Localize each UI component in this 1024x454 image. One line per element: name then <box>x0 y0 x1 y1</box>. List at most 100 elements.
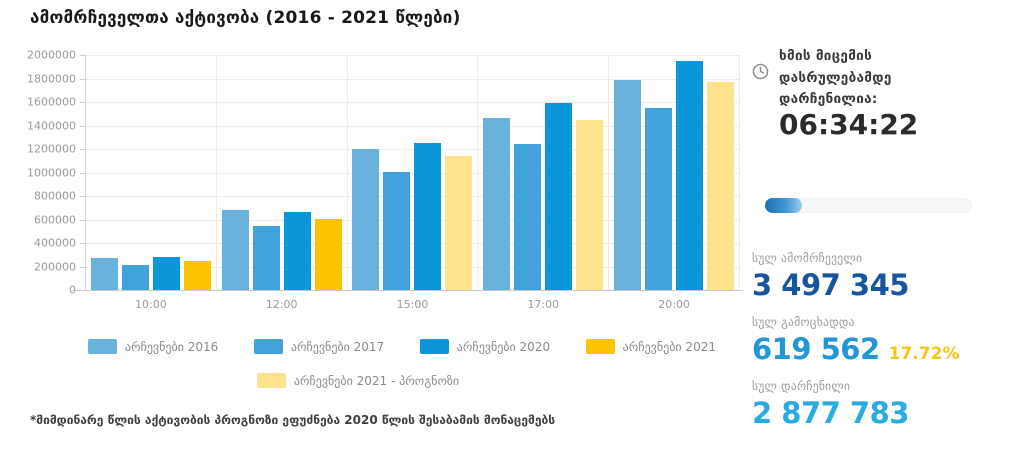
gridline <box>86 220 739 221</box>
legend-label: არჩევნები 2021 - პროგნოზი <box>293 373 460 388</box>
x-axis-label: 15:00 <box>396 298 429 311</box>
y-axis-label: 1200000 <box>27 142 76 156</box>
y-axis-tick <box>80 173 86 174</box>
chart-bar[interactable] <box>90 258 118 290</box>
chart-bar[interactable] <box>252 226 280 290</box>
bar-group: 15:00 <box>348 55 479 311</box>
gridline <box>86 173 739 174</box>
chart-bar[interactable] <box>221 210 249 290</box>
bar-group: 20:00 <box>609 55 739 311</box>
y-axis-label: 2000000 <box>27 48 76 62</box>
y-axis-tick <box>80 149 86 150</box>
y-axis-label: 1600000 <box>27 95 76 109</box>
gridline <box>70 290 743 291</box>
chart-bar[interactable] <box>445 156 473 290</box>
legend-swatch <box>256 373 286 388</box>
chart-bar[interactable] <box>121 265 149 290</box>
x-axis-label: 20:00 <box>658 298 690 311</box>
x-axis-label: 17:00 <box>527 298 560 311</box>
chart-bar[interactable] <box>614 80 642 290</box>
countdown-block: ხმის მიცემის დასრულებამდე დარჩენილია: <box>752 46 972 111</box>
chart-legend-row2: არჩევნები 2021 - პროგნოზი <box>88 373 628 388</box>
x-axis-label: 10:00 <box>135 298 167 311</box>
stat-value: 3 497 345 <box>752 268 909 302</box>
legend-label: არჩევნები 2021 <box>622 339 716 354</box>
y-axis-tick <box>80 126 86 127</box>
legend-item[interactable]: არჩევნები 2020 <box>419 339 551 354</box>
plot-area: 10:00 12:00 15:00 17:00 20:00 <box>70 55 743 311</box>
legend-item[interactable]: არჩევნები 2021 - პროგნოზი <box>256 373 460 388</box>
gridline <box>86 196 739 197</box>
y-axis-label: 600000 <box>34 213 76 227</box>
legend-swatch <box>253 339 283 354</box>
bar-group: 12:00 <box>217 55 348 311</box>
clock-icon <box>752 63 769 111</box>
chart-bar[interactable] <box>645 108 673 290</box>
chart-bar[interactable] <box>483 118 511 290</box>
stat-block: სულ გამოცხადდა 619 562 17.72% <box>752 315 992 364</box>
gridline <box>86 55 739 56</box>
stat-label: სულ დარჩენილი <box>752 379 851 393</box>
gridline <box>86 102 739 103</box>
stat-value: 2 877 783 <box>752 396 909 430</box>
y-axis-tick <box>80 290 86 291</box>
chart-bar[interactable] <box>576 120 604 290</box>
gridline <box>86 126 739 127</box>
chart-bar[interactable] <box>183 261 211 290</box>
stat-block: სულ ამომრჩეველი 3 497 345 <box>752 251 992 300</box>
y-axis-tick <box>80 220 86 221</box>
gridline <box>86 149 739 150</box>
legend-swatch <box>585 339 615 354</box>
y-axis-tick <box>80 55 86 56</box>
page-title: ამომრჩეველთა აქტივობა (2016 - 2021 წლები… <box>30 8 461 28</box>
countdown-label: ხმის მიცემის დასრულებამდე დარჩენილია: <box>779 48 892 108</box>
stat-value: 619 562 <box>752 332 880 366</box>
chart-bar[interactable] <box>314 219 342 290</box>
y-axis-label: 200000 <box>34 260 76 274</box>
chart-bar[interactable] <box>414 143 442 290</box>
stats-list: სულ ამომრჩეველი 3 497 345 სულ გამოცხადდა 61… <box>752 251 992 443</box>
y-axis-label: 400000 <box>34 236 76 250</box>
legend-item[interactable]: არჩევნები 2017 <box>253 339 385 354</box>
chart-bar[interactable] <box>283 212 311 290</box>
bar-group: 10:00 <box>86 55 217 311</box>
y-axis: 2000000 1800000 1600000 1400000 1200000 10000… <box>24 49 80 297</box>
chart-bar[interactable] <box>352 149 380 290</box>
y-axis-label: 1800000 <box>27 72 76 86</box>
y-axis-tick <box>80 79 86 80</box>
footnote: *მიმდინარე წლის აქტივობის პროგნოზი ეფუძნ… <box>30 413 556 427</box>
gridline <box>86 243 739 244</box>
legend-label: არჩევნები 2020 <box>456 339 551 354</box>
chart-bar[interactable] <box>514 144 542 290</box>
legend-item[interactable]: არჩევნები 2021 <box>585 339 716 354</box>
bar-groups: 10:00 12:00 15:00 17:00 20:00 <box>86 55 739 311</box>
y-axis-tick <box>80 196 86 197</box>
x-axis-label: 12:00 <box>265 298 298 311</box>
progress-bar <box>765 198 972 213</box>
chart-bar[interactable] <box>707 82 735 290</box>
stat-block: სულ დარჩენილი 2 877 783 <box>752 379 992 428</box>
stat-label: სულ გამოცხადდა <box>752 315 855 329</box>
y-axis-tick <box>80 267 86 268</box>
stat-percent: 17.72% <box>888 344 960 364</box>
y-axis-tick <box>80 102 86 103</box>
chart-legend-row1: არჩევნები 2016 არჩევნები 2017 არჩევნები 20… <box>88 339 716 354</box>
stat-label: სულ ამომრჩეველი <box>752 251 863 265</box>
y-axis-tick <box>80 243 86 244</box>
chart-bar[interactable] <box>676 61 704 290</box>
gridline <box>86 79 739 80</box>
chart-bar[interactable] <box>152 257 180 290</box>
chart-bar[interactable] <box>383 172 411 290</box>
gridline <box>86 267 739 268</box>
y-axis-label: 1400000 <box>27 119 76 133</box>
chart-bar[interactable] <box>545 103 573 290</box>
legend-swatch <box>88 339 117 354</box>
legend-item[interactable]: არჩევნები 2016 <box>88 339 218 354</box>
legend-label: არჩევნები 2016 <box>125 339 219 354</box>
bar-group: 17:00 <box>478 55 610 311</box>
progress-fill <box>765 198 802 213</box>
legend-label: არჩევნები 2017 <box>290 339 385 354</box>
y-axis-label: 800000 <box>34 189 76 203</box>
legend-swatch <box>419 339 449 354</box>
